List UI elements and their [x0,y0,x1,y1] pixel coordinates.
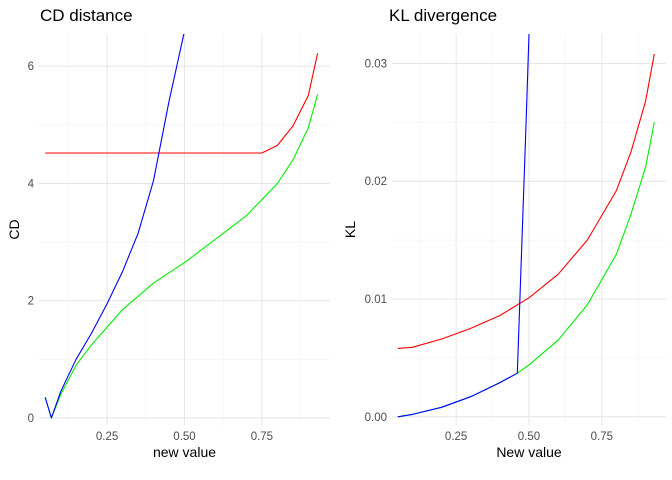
series-line [45,53,319,154]
series-line [44,94,319,419]
x-tick-label: 0.50 [518,431,540,443]
series-line [397,122,655,418]
y-tick-label: 0 [28,413,34,425]
series-line [44,34,185,419]
series-group [397,34,655,418]
chart-title: CD distance [40,6,133,25]
y-tick-label: 4 [28,178,35,190]
x-tick-label: 0.25 [96,431,118,443]
y-axis-label: CD [6,219,22,239]
chart-panel-kl: KL divergence 0.25 0.50 0.75 0.00 0.01 0.02 0.… [336,0,672,480]
x-tick-label: 0.75 [591,431,613,443]
series-line [397,34,530,418]
y-tick-label: 0.02 [365,176,387,188]
x-tick-label: 0.50 [173,431,195,443]
x-tick-label: 0.25 [445,431,467,443]
y-tick-label: 0.00 [365,412,387,424]
y-tick-label: 6 [28,61,34,73]
chart-panel-cd: CD distance 0.25 0.50 0.75 0 2 4 6 new value CD [6,6,330,460]
x-tick-label: 0.75 [251,431,273,443]
y-tick-label: 2 [28,296,34,308]
kl-divergence-chart: 0.25 0.50 0.75 0.00 0.01 0.02 0.03 New value KL [342,34,666,460]
x-axis-label: New value [496,444,562,460]
y-axis-label: KL [342,221,358,238]
series-line [397,53,655,349]
x-axis-label: new value [153,444,216,460]
chart-title: KL divergence [389,6,498,25]
series-group [44,34,319,419]
y-tick-label: 0.01 [365,294,387,306]
cd-distance-chart: 0.25 0.50 0.75 0 2 4 6 new value CD [6,34,330,460]
y-tick-label: 0.03 [365,58,387,70]
